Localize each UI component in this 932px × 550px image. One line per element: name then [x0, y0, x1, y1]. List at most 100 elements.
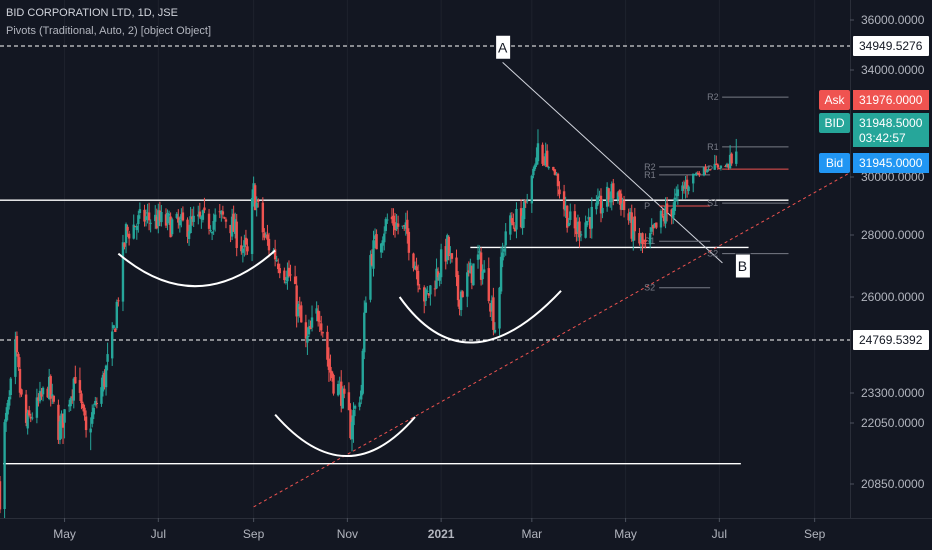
candle-body [504, 231, 507, 246]
candle-body [318, 320, 321, 322]
candle-body [298, 306, 301, 310]
candle-body [3, 422, 6, 509]
candle-body [353, 405, 357, 409]
candle [687, 185, 690, 195]
candle-body [609, 199, 612, 203]
trendline[interactable] [502, 62, 723, 264]
candle-body [415, 266, 418, 271]
candle [487, 257, 490, 304]
time-axis[interactable]: May Jul Sep Nov 2021 Mar May Jul Sep [0, 518, 932, 550]
time-tick-label[interactable]: May [53, 527, 76, 541]
candle-body [458, 299, 461, 310]
candle-body [373, 235, 377, 240]
candle-body [336, 383, 340, 396]
time-tick-label[interactable]: 2021 [428, 527, 455, 541]
price-axis[interactable]: 36000.0000 34000.0000 30000.0000 28000.0000… [850, 0, 932, 550]
price-tick-label[interactable]: 36000.0000 [861, 13, 925, 27]
candle [257, 198, 260, 208]
arc-drawings[interactable] [117, 249, 562, 458]
candle [289, 264, 292, 282]
price-tick-label[interactable]: 28000.0000 [861, 228, 925, 242]
candle [190, 208, 194, 226]
annotation-a[interactable]: A [495, 34, 512, 60]
price-tag-value: 31976.0000 [859, 93, 923, 107]
candle-body [426, 290, 429, 292]
candle-body [177, 217, 180, 223]
price-tick-label[interactable]: 20850.0000 [861, 477, 925, 491]
candle [567, 217, 570, 227]
price-tick-label[interactable]: 34000.0000 [861, 63, 925, 77]
candle [435, 258, 438, 290]
candle [627, 208, 630, 225]
candle-body [41, 387, 45, 395]
candle-body [20, 389, 23, 395]
candle [286, 262, 289, 290]
drawing-lines[interactable] [0, 45, 851, 508]
time-tick-label[interactable]: Sep [243, 527, 265, 541]
candle-body [197, 214, 200, 217]
time-tick-label[interactable]: May [614, 527, 637, 541]
candle [84, 410, 88, 438]
candle-body [436, 271, 440, 278]
symbol-legend[interactable]: BID CORPORATION LTD, 1D, JSE [6, 7, 178, 19]
candle [29, 413, 32, 423]
candle [15, 331, 19, 357]
candle-body [321, 332, 324, 334]
candle-body [46, 388, 49, 398]
candle [618, 189, 621, 205]
annotation-labels[interactable]: AB [495, 34, 751, 279]
time-tick-label[interactable]: Nov [337, 527, 358, 541]
candle [126, 224, 129, 237]
time-tick-label[interactable]: Sep [804, 527, 826, 541]
candle [143, 204, 146, 227]
arc-drawing[interactable] [117, 249, 276, 288]
candle [240, 236, 243, 255]
candle-body [664, 206, 667, 224]
time-tick-label[interactable]: Jul [712, 527, 727, 541]
candle [144, 209, 148, 227]
time-tick-label[interactable]: Mar [521, 527, 542, 541]
candle-body [273, 249, 277, 260]
candle [427, 293, 431, 299]
candle [277, 258, 280, 274]
candle-body [693, 174, 696, 176]
candle-body [121, 242, 125, 302]
candle [478, 245, 481, 260]
candle-body [127, 233, 131, 239]
candle-body [435, 268, 438, 289]
candle [372, 230, 375, 277]
time-tick-label[interactable]: Jul [151, 527, 166, 541]
candle [724, 164, 727, 168]
candle [189, 206, 192, 234]
candle-body [696, 172, 700, 174]
candle [735, 138, 738, 167]
candle-body [126, 226, 129, 231]
candle-body [562, 191, 566, 210]
candle-body [250, 197, 254, 254]
price-tick-label[interactable]: 30000.0000 [861, 170, 925, 184]
candle-body [363, 312, 366, 353]
indicator-legend[interactable]: Pivots (Traditional, Auto, 2) [object Ob… [6, 25, 212, 37]
candle [519, 199, 523, 229]
candle-body [241, 248, 245, 253]
candle-body [295, 285, 298, 317]
candle [100, 377, 103, 407]
candle-body [170, 219, 174, 235]
candle [164, 208, 168, 228]
candle [61, 413, 65, 444]
candle-body [404, 222, 407, 229]
annotation-b[interactable]: B [734, 253, 751, 279]
arc-drawing[interactable] [398, 290, 562, 344]
candle [246, 238, 249, 255]
price-tick-label[interactable]: 23300.0000 [861, 386, 925, 400]
candle [137, 210, 140, 233]
candle [702, 166, 706, 177]
candle-body [135, 225, 138, 231]
price-tick-label[interactable]: 22050.0000 [861, 416, 925, 430]
candle [134, 225, 137, 228]
candle [18, 357, 22, 398]
price-tick-label[interactable]: 26000.0000 [861, 290, 925, 304]
arc-drawing[interactable] [274, 413, 416, 458]
